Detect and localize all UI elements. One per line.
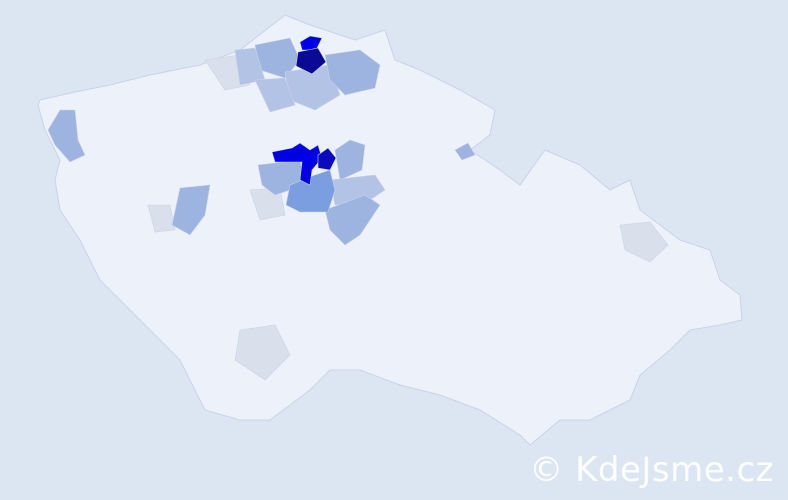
- region-blue-north[interactable]: [299, 35, 323, 51]
- watermark: © KdeJsme.cz: [529, 450, 774, 490]
- region-light-west[interactable]: [47, 109, 86, 163]
- region-light-east[interactable]: [454, 142, 476, 161]
- region-gray-east[interactable]: [619, 221, 669, 263]
- region-gray-south[interactable]: [234, 324, 291, 381]
- region-blue-prague[interactable]: [271, 142, 323, 186]
- region-light-north-4[interactable]: [254, 77, 296, 113]
- region-medium-center[interactable]: [285, 169, 336, 213]
- region-light-prague-e[interactable]: [334, 139, 366, 181]
- region-light-south-prague[interactable]: [324, 194, 381, 246]
- region-light-se[interactable]: [329, 174, 386, 206]
- country-outline: [37, 14, 743, 446]
- region-medium-north-east[interactable]: [324, 49, 381, 96]
- region-darker-prague-e[interactable]: [317, 147, 337, 171]
- region-darkest-north[interactable]: [295, 47, 327, 75]
- region-gray-west[interactable]: [147, 204, 176, 233]
- region-light-pilsen-north[interactable]: [171, 184, 211, 236]
